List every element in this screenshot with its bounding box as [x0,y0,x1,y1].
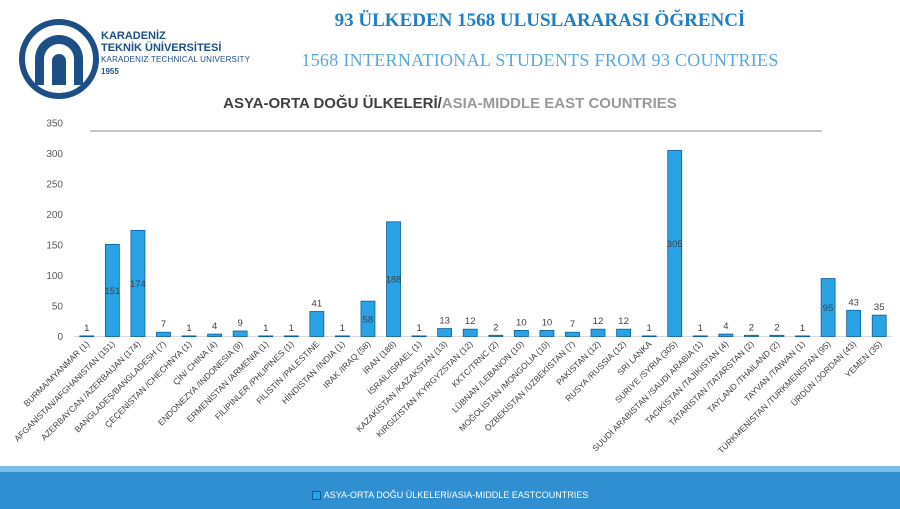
bar [232,330,248,337]
logo-line-4: 1955 [101,67,119,76]
data-label: 41 [312,298,323,309]
data-label: 2 [493,322,498,333]
bar [437,328,453,337]
bar [411,335,427,338]
footer-band [0,472,900,509]
logo-line-1: KARADENİZ [101,30,166,42]
data-label: 1 [84,323,89,334]
data-label: 1 [340,323,345,334]
data-label: 95 [823,303,834,314]
bar [590,328,606,337]
y-tick-label: 100 [46,271,63,282]
bar [104,243,120,337]
data-label: 12 [593,316,604,327]
bar [335,335,350,338]
data-label: 7 [161,319,166,330]
data-label: 151 [104,286,120,297]
bar [283,335,299,338]
data-label: 10 [516,317,527,328]
y-tick-label: 200 [46,210,63,221]
bar [488,334,504,337]
data-label: 7 [570,319,575,330]
data-label: 4 [723,321,728,332]
chart-title-english: ASIA-MIDDLE EAST COUNTRIES [441,95,677,112]
data-label: 4 [212,321,217,332]
bar [718,333,734,337]
data-label: 1 [289,323,294,334]
bar [871,314,887,337]
bar [641,335,657,338]
data-label: 10 [542,317,553,328]
footer-accent [0,466,900,472]
bar [386,221,401,337]
bar [513,329,529,337]
page-subtitle: 1568 INTERNATIONAL STUDENTS FROM 93 COUN… [301,50,779,70]
data-label: 2 [749,322,754,333]
bar [207,333,222,337]
data-label: 12 [618,316,629,327]
chart-legend: ASYA-ORTA DOĞU ÜLKELERİ/ASIA-MIDDLE EAST… [0,490,900,501]
chart-title: ASYA-ORTA DOĞU ÜLKELERİ/ASIA-MIDDLE EAST… [0,95,900,112]
bar [692,335,708,338]
logo-line-3: KARADENIZ TECHNICAL UNIVERSITY [101,55,251,64]
data-label: 1 [263,323,268,334]
logo-line-2: TEKNİK ÜNİVERSİTESİ [101,42,222,54]
data-label: 13 [439,316,450,327]
bar [258,335,274,338]
bar [360,300,376,337]
bar [795,335,810,338]
y-tick-label: 250 [46,180,63,191]
data-label: 2 [774,322,779,333]
bar [309,311,325,337]
legend-swatch [311,491,321,501]
data-label: 305 [667,239,683,250]
data-label: 1 [647,323,652,334]
bar [667,150,683,337]
data-label: 43 [848,297,859,308]
data-label: 1 [698,323,703,334]
bar [79,335,95,338]
category-label: AFGANİSTAN/AFGHANISTAN (151) [12,339,117,444]
university-name: KARADENİZ TEKNİK ÜNİVERSİTESİ KARADENIZ … [101,30,250,78]
ktu-logo-icon [19,19,99,99]
bar [616,328,631,337]
data-label: 9 [238,318,243,329]
data-label: 188 [386,275,402,286]
bar [181,335,197,338]
bar [462,328,478,337]
data-label: 58 [363,314,374,325]
bar [744,334,759,337]
bar [130,229,146,337]
bar [769,334,785,337]
bar [846,309,862,337]
y-tick-label: 50 [52,302,64,313]
bar [156,331,171,337]
chart-title-turkish: ASYA-ORTA DOĞU ÜLKELERİ/ [223,95,442,112]
data-label: 35 [874,302,885,313]
y-tick-label: 350 [46,119,63,130]
bar [820,278,836,337]
legend-label: ASYA-ORTA DOĞU ÜLKELERİ/ASIA-MIDDLE EAST… [323,490,589,500]
data-label: 1 [800,323,805,334]
bar [539,329,555,337]
page-title: 93 ÜLKEDEN 1568 ULUSLARARASI ÖĞRENCİ [334,10,746,31]
bar [565,331,580,337]
data-label: 1 [186,323,191,334]
y-tick-label: 0 [57,332,63,343]
y-tick-label: 150 [46,241,63,252]
category-label: AZERBAYCAN /AZERBAIJAN (174) [39,339,143,443]
data-label: 174 [130,279,146,290]
data-label: 1 [416,323,421,334]
y-tick-label: 300 [46,149,63,160]
data-label: 12 [465,316,476,327]
